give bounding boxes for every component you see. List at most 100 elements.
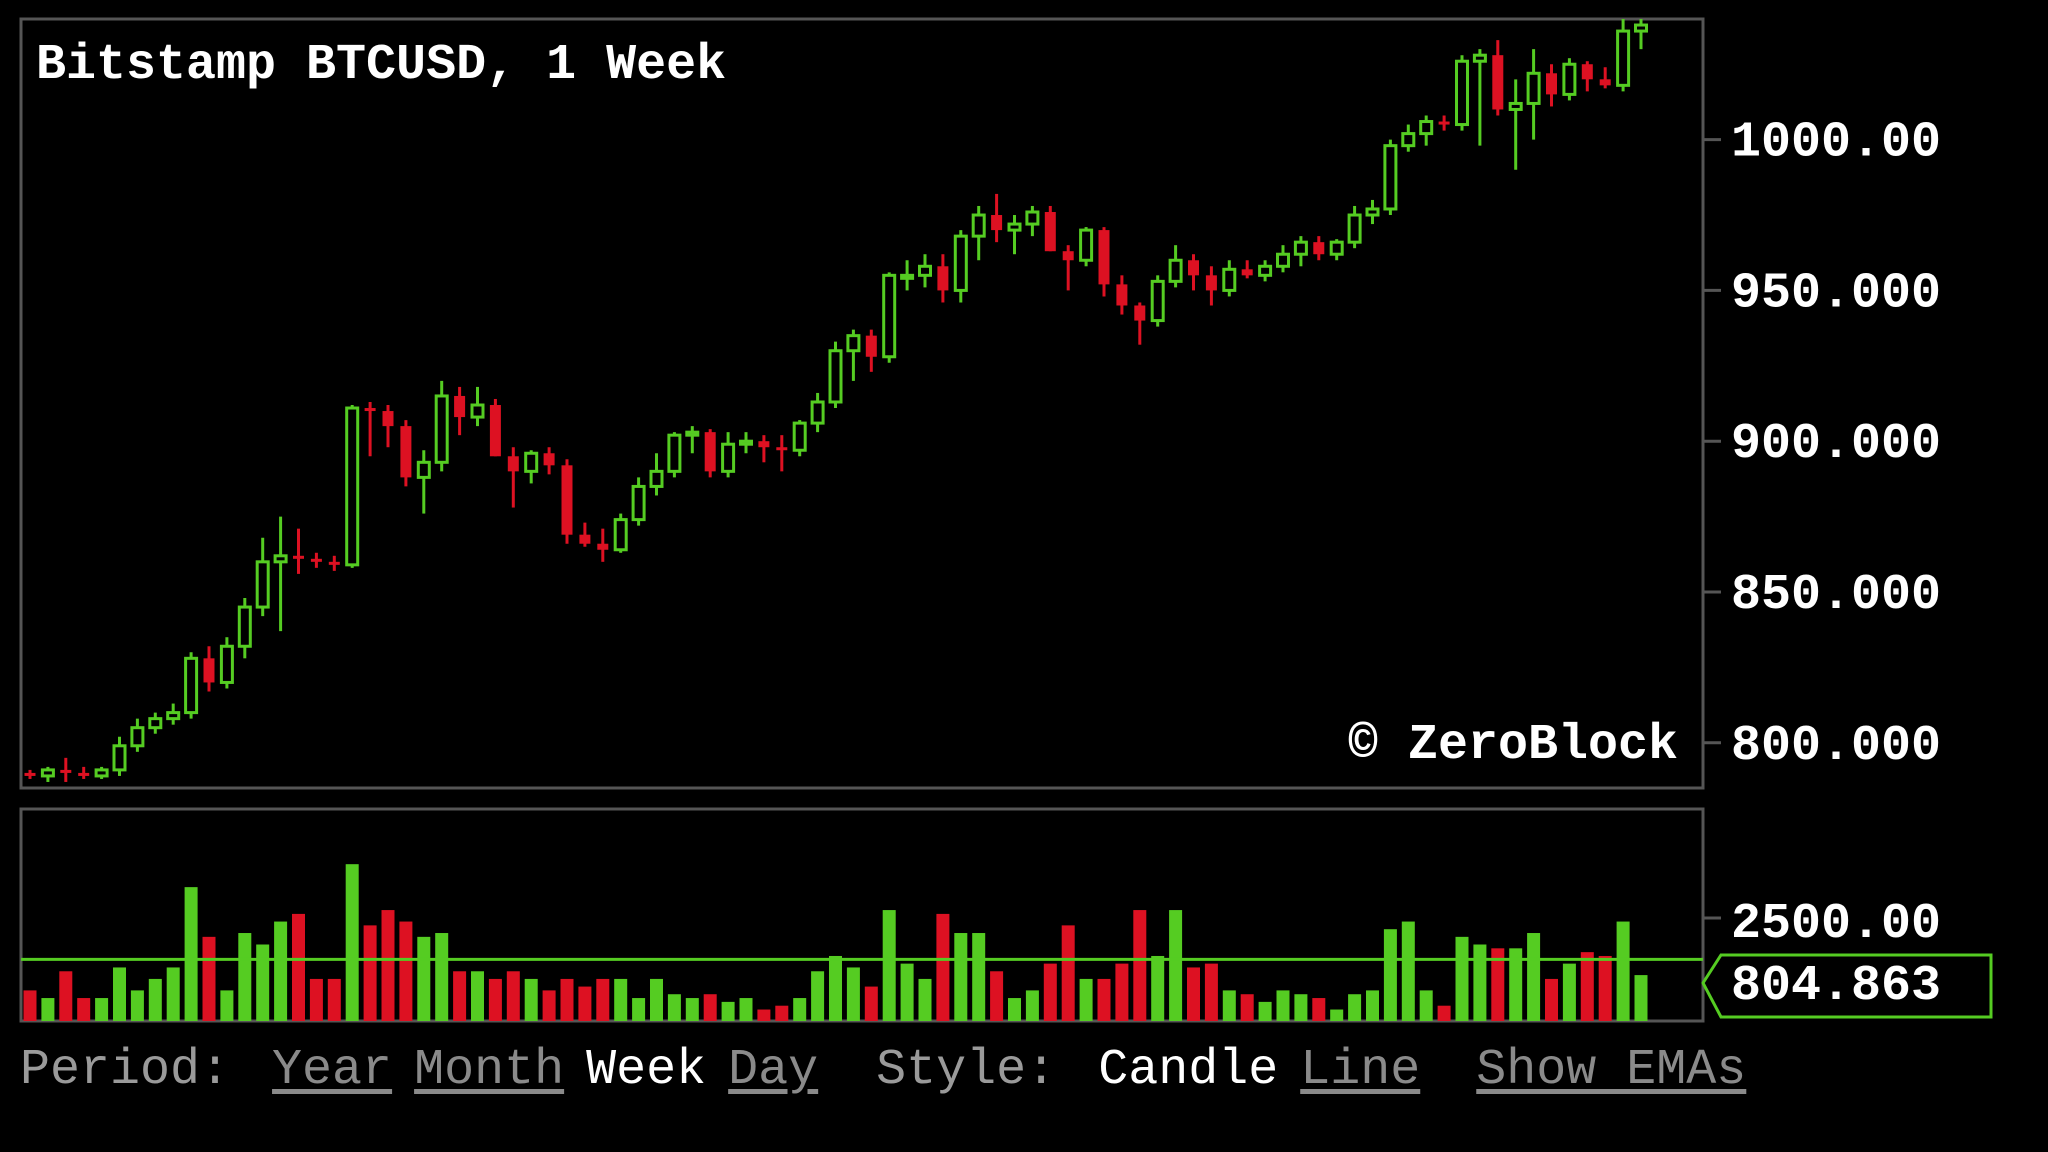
candle-body [1329, 240, 1344, 256]
volume-bar [113, 967, 126, 1021]
price-tick-label: 1000.00 [1731, 115, 1941, 172]
candle [345, 405, 360, 568]
candle [792, 420, 807, 457]
volume-bar [596, 978, 610, 1021]
candle [579, 522, 591, 547]
volume-bar [990, 971, 1004, 1021]
candle [1116, 275, 1128, 315]
candle [237, 598, 252, 659]
period-label: Period: [20, 1041, 231, 1099]
volume-bar [829, 955, 842, 1021]
volume-bar [650, 978, 663, 1021]
volume-bar [614, 978, 628, 1021]
volume-bar [1151, 955, 1165, 1021]
candle-body [792, 421, 807, 452]
candle-body [148, 717, 163, 730]
candle [739, 432, 753, 454]
volume-bar [685, 998, 699, 1021]
candle-body [649, 469, 664, 488]
candle [219, 637, 234, 689]
candle-body [1401, 132, 1416, 148]
candle-body [1258, 264, 1273, 277]
candle-body [1634, 23, 1648, 33]
candle [1616, 19, 1631, 92]
candle-body [1079, 228, 1094, 262]
volume-bar [1401, 921, 1415, 1021]
volume-bar [363, 925, 377, 1021]
volume-bar [1437, 1005, 1451, 1021]
volume-bar [1294, 994, 1308, 1021]
show-emas-link[interactable]: Show EMAs [1476, 1041, 1747, 1099]
volume-bar [918, 978, 932, 1021]
candle-body [203, 658, 215, 683]
candle [561, 459, 573, 544]
candle-body [1150, 279, 1165, 323]
volume-bar [256, 944, 270, 1021]
volume-bar [1222, 990, 1236, 1021]
volume-bar [1276, 990, 1290, 1021]
candle [649, 453, 664, 496]
volume-bar [506, 971, 520, 1021]
volume-bar [1545, 978, 1558, 1021]
style-line-link[interactable]: Line [1300, 1041, 1421, 1099]
candle [148, 712, 163, 734]
candle-body [1222, 267, 1237, 292]
candle [900, 260, 915, 291]
price-panel-frame [19, 17, 1705, 790]
volume-bar [775, 1005, 789, 1021]
volume-bar [1616, 921, 1630, 1021]
candle-body [1526, 71, 1541, 105]
volume-bar [41, 998, 55, 1021]
volume-bar [274, 921, 288, 1021]
candle [1168, 245, 1183, 288]
candle-body [1007, 222, 1022, 232]
candle [1188, 254, 1199, 291]
volume-bar [1348, 994, 1362, 1021]
candle [1062, 245, 1074, 291]
candle [60, 757, 72, 782]
volume-bar [77, 998, 91, 1021]
chart-controls: Period: Year Month Week Day Style: Candl… [20, 1040, 1768, 1100]
candle-body [60, 769, 72, 773]
volume-tick-label: 2500.00 [1731, 896, 1941, 953]
candle-body [1098, 230, 1110, 285]
volume-bar [309, 978, 323, 1021]
candle [1205, 266, 1217, 306]
volume-bar [936, 913, 950, 1021]
candle-body [416, 460, 431, 479]
volume-bar [381, 910, 395, 1021]
candle [882, 272, 897, 363]
period-month-link[interactable]: Month [414, 1041, 565, 1099]
volume-series [21, 864, 1703, 1021]
period-day-link[interactable]: Day [728, 1041, 819, 1099]
candle-body [40, 768, 55, 778]
candle [1508, 79, 1523, 170]
price-tick-label: 900.000 [1731, 416, 1941, 473]
candle-body [328, 561, 340, 565]
candle-body [112, 744, 127, 772]
candle [470, 386, 485, 427]
candle [166, 703, 181, 725]
volume-bar [1419, 990, 1433, 1021]
volume-bar [1061, 925, 1075, 1021]
candle [1044, 205, 1056, 252]
candle [776, 435, 788, 472]
volume-bar [1258, 1001, 1272, 1021]
candle-body [1168, 258, 1183, 283]
candle-body [613, 518, 628, 552]
volume-bar [166, 967, 180, 1021]
candle-body [776, 447, 788, 451]
volume-bar [220, 990, 234, 1021]
candle [364, 401, 376, 457]
volume-bar [1312, 998, 1326, 1021]
period-year-link[interactable]: Year [272, 1041, 393, 1099]
candle-body [310, 558, 322, 562]
volume-bar [1097, 978, 1111, 1021]
candle [454, 386, 466, 436]
candle-body [524, 451, 539, 473]
volume-panel-frame [19, 807, 1705, 1023]
volume-bar [345, 864, 359, 1021]
candle-body [739, 439, 753, 446]
candle-body [1492, 55, 1504, 110]
candle [416, 450, 431, 514]
